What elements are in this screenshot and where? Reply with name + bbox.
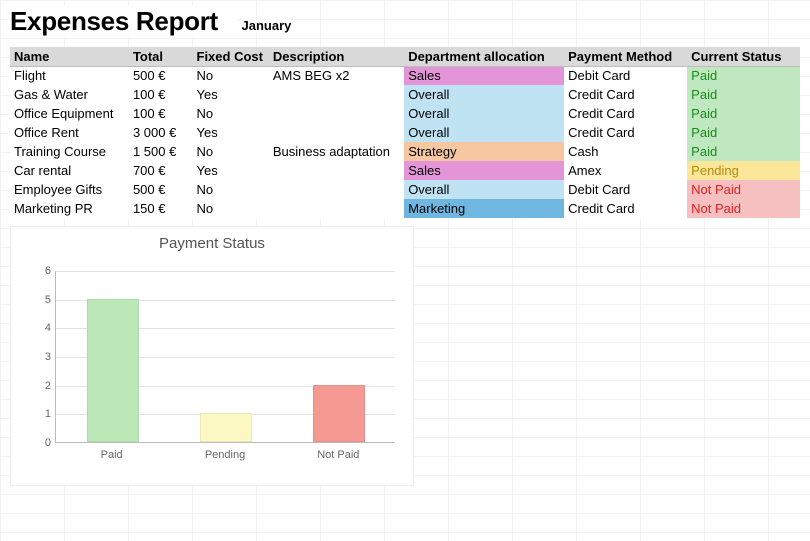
table-row[interactable]: Flight500 €NoAMS BEG x2SalesDebit CardPa… [10, 66, 800, 85]
table-row[interactable]: Marketing PR150 €No MarketingCredit CardN… [10, 199, 800, 218]
bar-chart-y-tick-label: 3 [35, 351, 51, 363]
cell-description[interactable] [269, 104, 404, 123]
cell-fixed-cost[interactable]: No [193, 104, 269, 123]
table-row[interactable]: Car rental700 €Yes SalesAmexPending [10, 161, 800, 180]
bar-chart-y-tick-label: 0 [35, 437, 51, 449]
cell-department[interactable]: Sales [404, 66, 564, 85]
table-row[interactable]: Training Course1 500 €NoBusiness adaptat… [10, 142, 800, 161]
cell-name[interactable]: Car rental [10, 161, 129, 180]
bar-chart-title: Payment Status [11, 235, 413, 252]
bar [313, 385, 365, 442]
cell-description[interactable]: AMS BEG x2 [269, 66, 404, 85]
cell-status[interactable]: Pending [687, 161, 800, 180]
cell-fixed-cost[interactable]: No [193, 199, 269, 218]
cell-fixed-cost[interactable]: Yes [193, 161, 269, 180]
cell-status[interactable]: Paid [687, 104, 800, 123]
cell-payment-method[interactable]: Debit Card [564, 180, 687, 199]
bar [200, 413, 252, 442]
cell-total[interactable]: 1 500 € [129, 142, 193, 161]
col-header-name[interactable]: Name [10, 47, 129, 66]
month-label: January [242, 18, 292, 33]
cell-department[interactable]: Overall [404, 104, 564, 123]
bar-chart-x-tick-label: Not Paid [298, 449, 378, 461]
col-header-description[interactable]: Description [269, 47, 404, 66]
cell-payment-method[interactable]: Credit Card [564, 104, 687, 123]
table-row[interactable]: Office Equipment100 €No OverallCredit Car… [10, 104, 800, 123]
cell-name[interactable]: Office Equipment [10, 104, 129, 123]
cell-description[interactable] [269, 161, 404, 180]
cell-department[interactable]: Sales [404, 161, 564, 180]
cell-status[interactable]: Paid [687, 66, 800, 85]
cell-name[interactable]: Flight [10, 66, 129, 85]
bar-chart-x-tick-label: Paid [72, 449, 152, 461]
cell-total[interactable]: 150 € [129, 199, 193, 218]
cell-total[interactable]: 3 000 € [129, 123, 193, 142]
cell-status[interactable]: Not Paid [687, 180, 800, 199]
cell-description[interactable] [269, 123, 404, 142]
cell-total[interactable]: 500 € [129, 66, 193, 85]
cell-total[interactable]: 100 € [129, 104, 193, 123]
cell-payment-method[interactable]: Credit Card [564, 199, 687, 218]
col-header-total[interactable]: Total [129, 47, 193, 66]
cell-department[interactable]: Overall [404, 85, 564, 104]
col-header-fixed-cost[interactable]: Fixed Cost [193, 47, 269, 66]
bar-chart-payment-status[interactable]: Payment Status 0 1 2 3 4 5 6 Paid Pending Not Pai… [10, 226, 414, 486]
cell-description[interactable] [269, 199, 404, 218]
cell-status[interactable]: Paid [687, 142, 800, 161]
cell-name[interactable]: Employee Gifts [10, 180, 129, 199]
table-row[interactable]: Office Rent3 000 €Yes OverallCredit CardP… [10, 123, 800, 142]
cell-fixed-cost[interactable]: No [193, 142, 269, 161]
cell-fixed-cost[interactable]: Yes [193, 123, 269, 142]
cell-department[interactable]: Strategy [404, 142, 564, 161]
page-title: Expenses Report [10, 6, 238, 37]
col-header-department[interactable]: Department allocation [404, 47, 564, 66]
cell-department[interactable]: Overall [404, 180, 564, 199]
cell-payment-method[interactable]: Credit Card [564, 123, 687, 142]
bar-chart-y-tick-label: 1 [35, 408, 51, 420]
cell-department[interactable]: Marketing [404, 199, 564, 218]
cell-description[interactable] [269, 180, 404, 199]
cell-name[interactable]: Gas & Water [10, 85, 129, 104]
bar-chart-y-tick-label: 5 [35, 294, 51, 306]
cell-payment-method[interactable]: Credit Card [564, 85, 687, 104]
expenses-table: Name Total Fixed Cost Description Depart… [10, 47, 800, 218]
cell-name[interactable]: Training Course [10, 142, 129, 161]
cell-total[interactable]: 700 € [129, 161, 193, 180]
bar-chart-y-tick-label: 6 [35, 265, 51, 277]
table-row[interactable]: Employee Gifts500 €No OverallDebit CardNo… [10, 180, 800, 199]
table-header-row: Name Total Fixed Cost Description Depart… [10, 47, 800, 66]
cell-status[interactable]: Not Paid [687, 199, 800, 218]
table-row[interactable]: Gas & Water100 €Yes OverallCredit CardPai… [10, 85, 800, 104]
cell-name[interactable]: Office Rent [10, 123, 129, 142]
cell-total[interactable]: 100 € [129, 85, 193, 104]
col-header-payment[interactable]: Payment Method [564, 47, 687, 66]
bar-chart-y-tick-label: 2 [35, 380, 51, 392]
cell-payment-method[interactable]: Amex [564, 161, 687, 180]
col-header-status[interactable]: Current Status [687, 47, 800, 66]
cell-description[interactable] [269, 85, 404, 104]
cell-status[interactable]: Paid [687, 85, 800, 104]
cell-fixed-cost[interactable]: No [193, 180, 269, 199]
cell-payment-method[interactable]: Cash [564, 142, 687, 161]
cell-description[interactable]: Business adaptation [269, 142, 404, 161]
bar-chart-x-tick-label: Pending [185, 449, 265, 461]
cell-total[interactable]: 500 € [129, 180, 193, 199]
cell-name[interactable]: Marketing PR [10, 199, 129, 218]
cell-department[interactable]: Overall [404, 123, 564, 142]
bar [87, 299, 139, 442]
bar-chart-plot-area [55, 271, 395, 443]
cell-fixed-cost[interactable]: Yes [193, 85, 269, 104]
cell-status[interactable]: Paid [687, 123, 800, 142]
bar-chart-gridline [56, 271, 395, 272]
cell-fixed-cost[interactable]: No [193, 66, 269, 85]
bar-chart-y-tick-label: 4 [35, 322, 51, 334]
cell-payment-method[interactable]: Debit Card [564, 66, 687, 85]
